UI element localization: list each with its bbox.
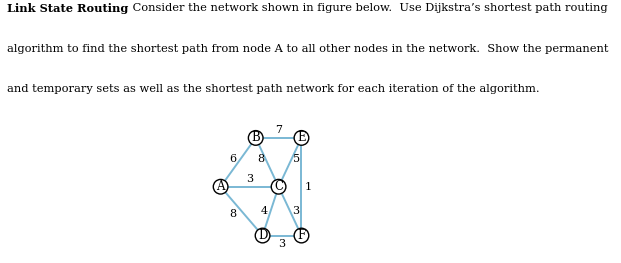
Text: 4: 4 — [261, 206, 268, 216]
Text: 5: 5 — [292, 154, 300, 164]
Text: 3: 3 — [292, 206, 300, 216]
Circle shape — [271, 179, 286, 194]
Text: 3: 3 — [246, 174, 253, 184]
Text: A: A — [216, 180, 225, 193]
Circle shape — [294, 131, 309, 145]
Text: 1: 1 — [305, 182, 312, 192]
Circle shape — [213, 179, 228, 194]
Text: 8: 8 — [230, 209, 237, 219]
Circle shape — [248, 131, 263, 145]
Circle shape — [255, 228, 270, 243]
Text: F: F — [297, 229, 306, 242]
Circle shape — [294, 228, 309, 243]
Text: C: C — [274, 180, 283, 193]
Text: Consider the network shown in figure below.  Use Dijkstra’s shortest path routin: Consider the network shown in figure bel… — [129, 3, 607, 13]
Text: algorithm to find the shortest path from node A to all other nodes in the networ: algorithm to find the shortest path from… — [7, 44, 609, 54]
Text: 6: 6 — [229, 154, 237, 164]
Text: D: D — [258, 229, 267, 242]
Text: B: B — [252, 132, 260, 144]
Text: 3: 3 — [278, 239, 286, 249]
Text: E: E — [297, 132, 306, 144]
Text: 8: 8 — [258, 154, 265, 164]
Text: 7: 7 — [275, 125, 282, 135]
Text: and temporary sets as well as the shortest path network for each iteration of th: and temporary sets as well as the shorte… — [7, 84, 540, 94]
Text: Link State Routing: Link State Routing — [7, 3, 129, 14]
